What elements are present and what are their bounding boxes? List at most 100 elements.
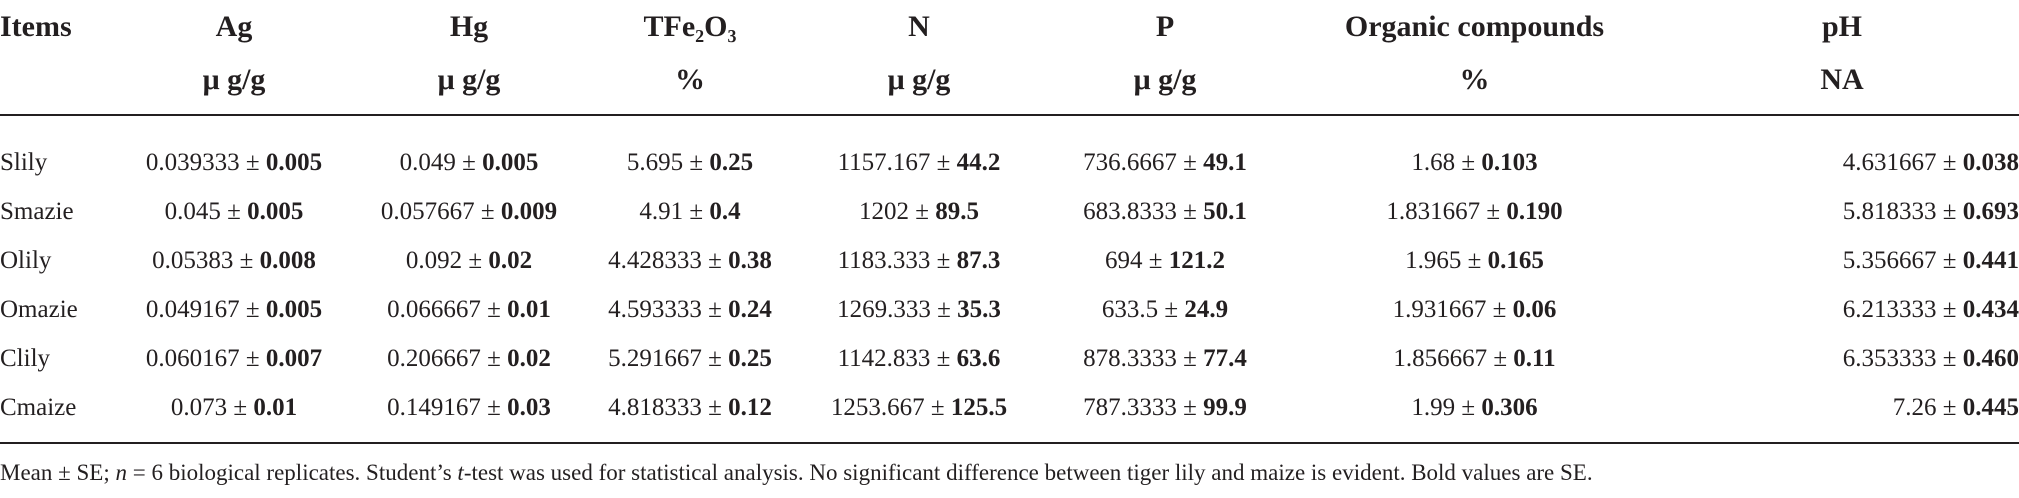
cell-mean: 1.965 <box>1405 246 1462 274</box>
table-cell: 1157.167 ± 44.2 <box>792 115 1046 187</box>
cell-mean: 6.353333 <box>1842 344 1937 372</box>
cell-se: 0.24 <box>728 295 772 323</box>
cell-mean: 4.428333 <box>608 246 702 274</box>
cell-se: 89.5 <box>935 197 979 225</box>
plus-minus-symbol: ± <box>1461 393 1476 421</box>
cell-se: 0.38 <box>728 246 772 274</box>
plus-minus-symbol: ± <box>936 148 951 176</box>
cell-se: 0.007 <box>265 344 323 372</box>
cell-se: 0.441 <box>1962 246 2019 274</box>
cell-mean: 1253.667 <box>830 393 925 421</box>
table-cell: 6.353333 ± 0.460 <box>1665 334 2019 383</box>
cell-mean: 0.206667 <box>387 344 481 372</box>
cell-mean: 4.91 <box>639 197 684 225</box>
table-cell: 4.91 ± 0.4 <box>588 187 792 236</box>
cell-mean: 0.057667 <box>380 197 475 225</box>
cell-mean: 787.3333 <box>1083 393 1177 421</box>
plus-minus-symbol: ± <box>930 393 945 421</box>
table-cell: 5.695 ± 0.25 <box>588 115 792 187</box>
row-item-label: Smazie <box>0 197 74 225</box>
table-cell: 633.5 ± 24.9 <box>1046 285 1284 334</box>
cell-se: 0.25 <box>728 344 772 372</box>
table-cell: 787.3333 ± 99.9 <box>1046 383 1284 440</box>
plus-minus-symbol: ± <box>708 393 722 421</box>
plus-minus-symbol: ± <box>245 295 260 323</box>
cell-se: 63.6 <box>956 344 1001 372</box>
plus-minus-symbol: ± <box>1148 246 1163 274</box>
plus-minus-symbol: ± <box>468 246 483 274</box>
table-cell: 4.818333 ± 0.12 <box>588 383 792 440</box>
cell-se: 0.25 <box>709 148 754 176</box>
unit-items <box>0 46 118 116</box>
header-unit-row: μ g/g μ g/g % μ g/g μ g/g % NA <box>0 46 2019 116</box>
cell-mean: 878.3333 <box>1083 344 1177 372</box>
unit-tfe2o3: % <box>588 46 792 116</box>
table-cell: 0.039333 ± 0.005 <box>118 115 350 187</box>
cell-mean: 4.818333 <box>608 393 702 421</box>
plus-minus-symbol: ± <box>1183 148 1197 176</box>
cell-mean: 683.8333 <box>1083 197 1177 225</box>
cell-mean: 633.5 <box>1101 295 1159 323</box>
header-p: P <box>1155 10 1175 43</box>
plus-minus-symbol: ± <box>1942 246 1957 274</box>
table-header: Items Ag Hg TFe₂O₃ N P Organic compounds… <box>0 0 2019 116</box>
cell-mean: 5.356667 <box>1842 246 1937 274</box>
cell-mean: 0.039333 <box>145 148 240 176</box>
cell-se: 0.4 <box>709 197 741 225</box>
cell-mean: 4.593333 <box>608 295 702 323</box>
table-cell: 1.856667 ± 0.11 <box>1284 334 1665 383</box>
row-item-label: Clily <box>0 344 51 372</box>
cell-mean: 0.060167 <box>145 344 240 372</box>
table-cell: 0.05383 ± 0.008 <box>118 236 350 285</box>
plus-minus-symbol: ± <box>227 197 241 225</box>
cell-mean: 5.291667 <box>608 344 702 372</box>
unit-hg: μ g/g <box>350 46 588 116</box>
plus-minus-symbol: ± <box>487 344 501 372</box>
header-items: Items <box>0 10 72 43</box>
plus-minus-symbol: ± <box>239 246 254 274</box>
plus-minus-symbol: ± <box>689 148 704 176</box>
table-body: Slily 0.039333 ± 0.005 0.049 ± 0.005 5.695 … <box>0 115 2019 440</box>
cell-mean: 1.99 <box>1411 393 1456 421</box>
plus-minus-symbol: ± <box>1942 344 1957 372</box>
soil-properties-table: Items Ag Hg TFe₂O₃ N P Organic compounds… <box>0 0 2019 440</box>
plus-minus-symbol: ± <box>708 344 722 372</box>
cell-se: 0.190 <box>1506 197 1563 225</box>
plus-minus-symbol: ± <box>936 246 951 274</box>
plus-minus-symbol: ± <box>1486 197 1501 225</box>
plus-minus-symbol: ± <box>1183 393 1197 421</box>
cell-se: 35.3 <box>957 295 1001 323</box>
header-n: N <box>908 10 930 43</box>
cell-mean: 1.931667 <box>1392 295 1487 323</box>
table-cell: 1253.667 ± 125.5 <box>792 383 1046 440</box>
plus-minus-symbol: ± <box>689 197 704 225</box>
row-item-label: Omazie <box>0 295 78 323</box>
cell-mean: 0.049167 <box>145 295 240 323</box>
table-cell: 1.99 ± 0.306 <box>1284 383 1665 440</box>
header-tfe2o3: TFe₂O₃ <box>643 10 737 43</box>
cell-mean: 0.045 <box>164 197 221 225</box>
cell-se: 87.3 <box>956 246 1001 274</box>
unit-ag: μ g/g <box>118 46 350 116</box>
table-cell: 1202 ± 89.5 <box>792 187 1046 236</box>
cell-mean: 7.26 <box>1892 393 1937 421</box>
header-name-row: Items Ag Hg TFe₂O₃ N P Organic compounds… <box>0 0 2019 46</box>
table-cell: 0.045 ± 0.005 <box>118 187 350 236</box>
plus-minus-symbol: ± <box>1183 344 1197 372</box>
table-cell: 0.060167 ± 0.007 <box>118 334 350 383</box>
plus-minus-symbol: ± <box>245 148 260 176</box>
plus-minus-symbol: ± <box>937 295 951 323</box>
table-cell: 0.049 ± 0.005 <box>350 115 588 187</box>
table-cell: 4.428333 ± 0.38 <box>588 236 792 285</box>
cell-mean: 736.6667 <box>1083 148 1177 176</box>
table-cell: 878.3333 ± 77.4 <box>1046 334 1284 383</box>
unit-organic-compounds: % <box>1284 46 1665 116</box>
cell-se: 77.4 <box>1203 344 1247 372</box>
cell-se: 0.11 <box>1513 344 1556 372</box>
table-footnote: Mean ± SE; n = 6 biological replicates. … <box>0 460 1593 486</box>
cell-mean: 1202 <box>859 197 909 225</box>
table-cell: 736.6667 ± 49.1 <box>1046 115 1284 187</box>
table-cell: 1183.333 ± 87.3 <box>792 236 1046 285</box>
footnote-part1: Mean ± SE; <box>0 460 116 485</box>
